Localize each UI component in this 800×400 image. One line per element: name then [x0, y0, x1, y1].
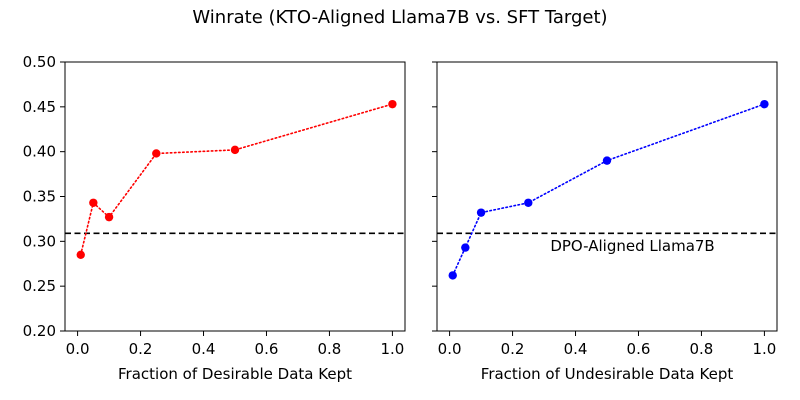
x-tick-label: 0.6: [255, 340, 279, 358]
x-tick-label: 1.0: [380, 340, 404, 358]
x-tick-label: 0.0: [66, 340, 90, 358]
x-tick-label: 0.8: [318, 340, 342, 358]
x-tick-label: 1.0: [752, 340, 776, 358]
data-point: [476, 208, 486, 217]
y-tick-label: 0.50: [23, 53, 56, 71]
data-point: [76, 250, 85, 259]
y-tick-label: 0.30: [23, 232, 56, 250]
data-point: [448, 271, 457, 280]
axes-frame: [64, 61, 406, 332]
x-tick-label: 0.8: [690, 340, 714, 358]
x-tick-label: 0.6: [627, 340, 651, 358]
data-point: [89, 198, 98, 207]
data-point: [388, 99, 397, 109]
x-tick-label: 0.4: [564, 340, 588, 358]
x-tick-label: 0.2: [501, 340, 525, 358]
y-tick-label: 0.20: [23, 322, 56, 340]
y-tick-label: 0.45: [23, 98, 56, 116]
data-point: [230, 145, 240, 155]
x-tick-label: 0.4: [192, 340, 216, 358]
right-panel: 0.0 0.2 0.4 0.6 0.8 1.0 Fraction of Undesirabl…: [432, 61, 778, 383]
x-tick-label: 0.2: [129, 340, 153, 358]
data-point: [524, 198, 533, 207]
x-tick-label: 0.0: [438, 340, 462, 358]
series-line: [79, 103, 394, 256]
x-axis-label: Fraction of Undesirable Data Kept: [481, 365, 734, 383]
data-point: [602, 156, 612, 165]
figure-title: Winrate (KTO-Aligned Llama7B vs. SFT Tar…: [192, 7, 607, 28]
y-tick-label: 0.35: [23, 188, 56, 206]
data-point: [760, 99, 769, 109]
x-axis-label: Fraction of Desirable Data Kept: [118, 365, 352, 383]
y-tick-label: 0.25: [23, 277, 56, 295]
series-line: [451, 103, 766, 277]
data-point: [152, 149, 161, 158]
left-panel: 0.0 0.2 0.4 0.6 0.8 1.0 0.20 0.25 0.30 0.35 0.40 0.…: [23, 53, 406, 383]
annotation-label: DPO-Aligned Llama7B: [550, 237, 714, 255]
data-point: [461, 243, 470, 252]
y-tick-label: 0.40: [23, 143, 56, 161]
data-point: [104, 212, 114, 222]
axes-frame: [436, 61, 778, 332]
